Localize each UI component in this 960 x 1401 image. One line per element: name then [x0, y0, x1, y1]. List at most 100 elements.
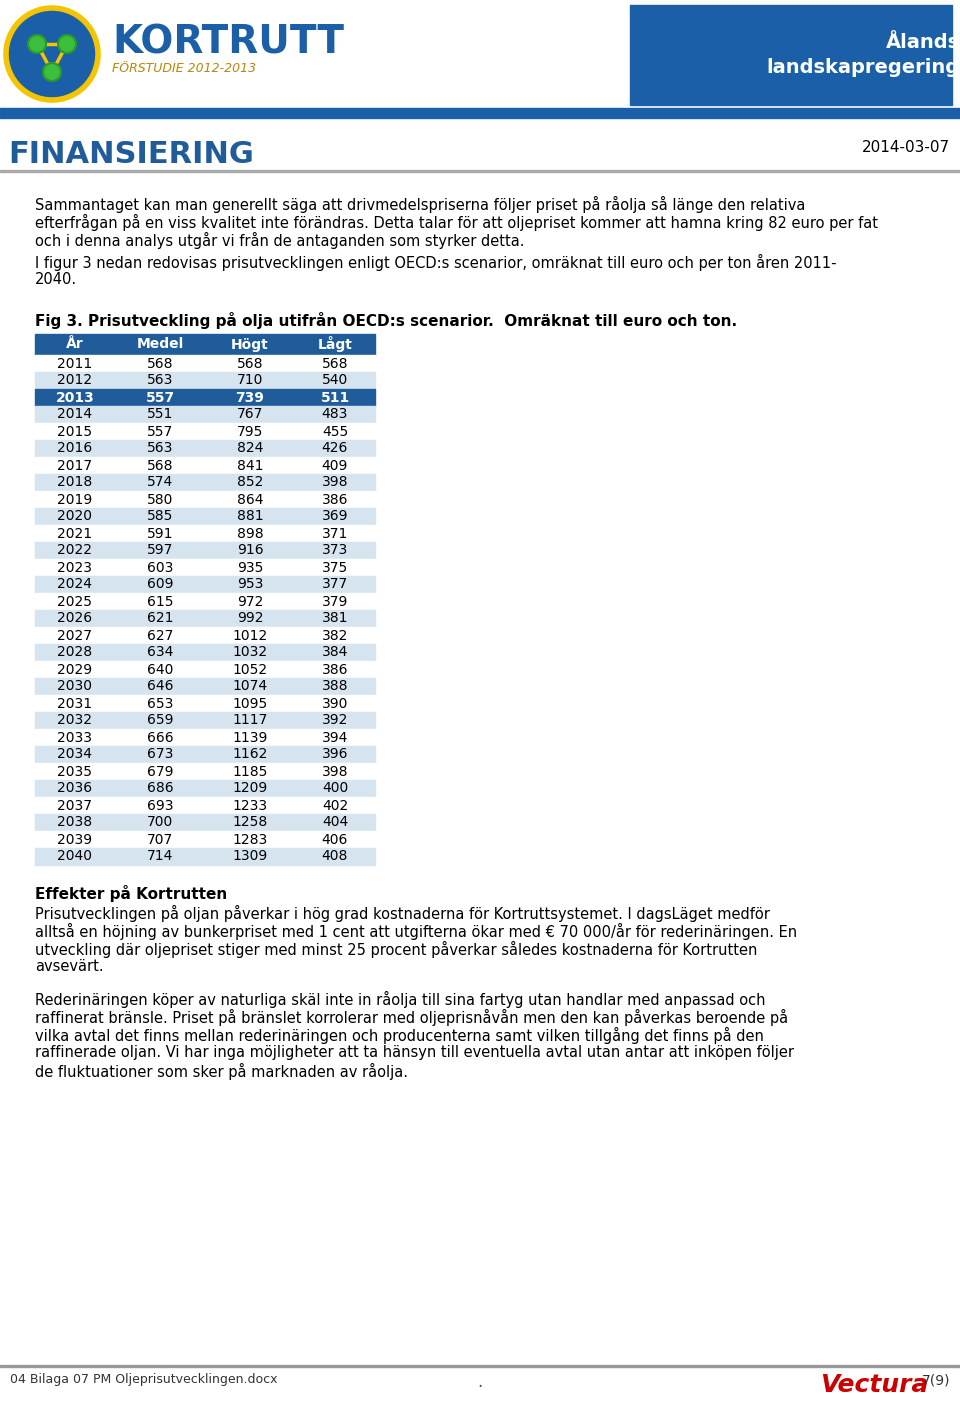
Bar — [35, 525, 375, 542]
Text: 390: 390 — [322, 696, 348, 710]
Bar — [35, 389, 375, 406]
Text: 2038: 2038 — [58, 815, 92, 829]
Text: 591: 591 — [147, 527, 173, 541]
Text: 1012: 1012 — [232, 629, 268, 643]
Text: 2037: 2037 — [58, 799, 92, 813]
Text: 898: 898 — [237, 527, 263, 541]
Text: 426: 426 — [322, 441, 348, 455]
Bar — [35, 745, 375, 764]
Text: Prisutvecklingen på oljan påverkar i hög grad kostnaderna för Kortruttsystemet. : Prisutvecklingen på oljan påverkar i hög… — [35, 905, 770, 922]
Text: 386: 386 — [322, 663, 348, 677]
Text: 382: 382 — [322, 629, 348, 643]
Text: 739: 739 — [235, 391, 264, 405]
Text: 2027: 2027 — [58, 629, 92, 643]
Bar — [35, 440, 375, 457]
Text: Medel: Medel — [136, 338, 183, 352]
Text: 408: 408 — [322, 849, 348, 863]
Text: 2039: 2039 — [58, 832, 92, 846]
Text: 2032: 2032 — [58, 713, 92, 727]
Text: 409: 409 — [322, 458, 348, 472]
Text: 2012: 2012 — [58, 374, 92, 388]
Text: 381: 381 — [322, 611, 348, 625]
Circle shape — [28, 35, 46, 53]
Text: 710: 710 — [237, 374, 263, 388]
Text: 1074: 1074 — [232, 679, 268, 693]
Text: 1052: 1052 — [232, 663, 268, 677]
Text: 2022: 2022 — [58, 544, 92, 558]
Text: 1162: 1162 — [232, 748, 268, 762]
Text: 398: 398 — [322, 765, 348, 779]
Text: 2014: 2014 — [58, 408, 92, 422]
Text: 2019: 2019 — [58, 493, 92, 507]
Text: 1032: 1032 — [232, 646, 268, 660]
Text: 852: 852 — [237, 475, 263, 489]
Bar — [35, 490, 375, 509]
Bar — [0, 170, 960, 171]
Text: 2016: 2016 — [58, 441, 92, 455]
Text: 568: 568 — [237, 356, 263, 370]
Text: 2014-03-07: 2014-03-07 — [862, 140, 950, 156]
Text: 402: 402 — [322, 799, 348, 813]
Text: 916: 916 — [237, 544, 263, 558]
Text: Högt: Högt — [231, 338, 269, 352]
Text: 2021: 2021 — [58, 527, 92, 541]
Text: utveckling där oljepriset stiger med minst 25 procent påverkar således kostnader: utveckling där oljepriset stiger med min… — [35, 941, 757, 958]
Text: 935: 935 — [237, 560, 263, 574]
Text: 2015: 2015 — [58, 425, 92, 439]
Text: FÖRSTUDIE 2012-2013: FÖRSTUDIE 2012-2013 — [112, 62, 256, 74]
Text: 375: 375 — [322, 560, 348, 574]
Text: 597: 597 — [147, 544, 173, 558]
Bar — [35, 373, 375, 389]
Bar — [0, 1365, 960, 1366]
Bar — [35, 406, 375, 423]
Text: 640: 640 — [147, 663, 173, 677]
Bar — [35, 509, 375, 525]
Text: Vectura: Vectura — [820, 1373, 928, 1397]
Text: 953: 953 — [237, 577, 263, 591]
Text: 693: 693 — [147, 799, 173, 813]
Text: 394: 394 — [322, 730, 348, 744]
Text: alltså en höjning av bunkerpriset med 1 cent att utgifterna ökar med € 70 000/år: alltså en höjning av bunkerpriset med 1 … — [35, 923, 797, 940]
Bar — [35, 780, 375, 797]
Text: 557: 557 — [147, 425, 173, 439]
Text: Sammantaget kan man generellt säga att drivmedelspriserna följer priset på råolj: Sammantaget kan man generellt säga att d… — [35, 196, 805, 213]
Bar — [35, 423, 375, 440]
Text: vilka avtal det finns mellan rederinäringen och producenterna samt vilken tillgå: vilka avtal det finns mellan rederinärin… — [35, 1027, 764, 1044]
Text: 666: 666 — [147, 730, 174, 744]
Text: 1095: 1095 — [232, 696, 268, 710]
Text: 795: 795 — [237, 425, 263, 439]
Text: 580: 580 — [147, 493, 173, 507]
Text: avsevärt.: avsevärt. — [35, 960, 104, 974]
Text: 653: 653 — [147, 696, 173, 710]
Text: och i denna analys utgår vi från de antaganden som styrker detta.: och i denna analys utgår vi från de anta… — [35, 233, 524, 249]
Text: 864: 864 — [237, 493, 263, 507]
Text: 2011: 2011 — [58, 356, 92, 370]
Text: .: . — [477, 1373, 483, 1391]
Text: 1185: 1185 — [232, 765, 268, 779]
Text: 483: 483 — [322, 408, 348, 422]
Text: 392: 392 — [322, 713, 348, 727]
Bar — [35, 712, 375, 729]
Bar — [35, 354, 375, 373]
Text: 585: 585 — [147, 510, 173, 524]
Text: 634: 634 — [147, 646, 173, 660]
Text: 568: 568 — [322, 356, 348, 370]
Text: 2040: 2040 — [58, 849, 92, 863]
Text: 707: 707 — [147, 832, 173, 846]
Text: 1233: 1233 — [232, 799, 268, 813]
Bar — [35, 593, 375, 609]
Text: KORTRUTT: KORTRUTT — [112, 22, 344, 62]
Text: Ålands
landskapregering: Ålands landskapregering — [767, 34, 960, 77]
Bar — [35, 474, 375, 490]
Text: 400: 400 — [322, 782, 348, 796]
Text: 1209: 1209 — [232, 782, 268, 796]
Text: 574: 574 — [147, 475, 173, 489]
Text: 2029: 2029 — [58, 663, 92, 677]
Circle shape — [6, 8, 98, 99]
Text: 2020: 2020 — [58, 510, 92, 524]
Text: 2040.: 2040. — [35, 272, 77, 287]
Text: 1309: 1309 — [232, 849, 268, 863]
Bar — [35, 764, 375, 780]
Bar — [35, 609, 375, 628]
Text: 384: 384 — [322, 646, 348, 660]
